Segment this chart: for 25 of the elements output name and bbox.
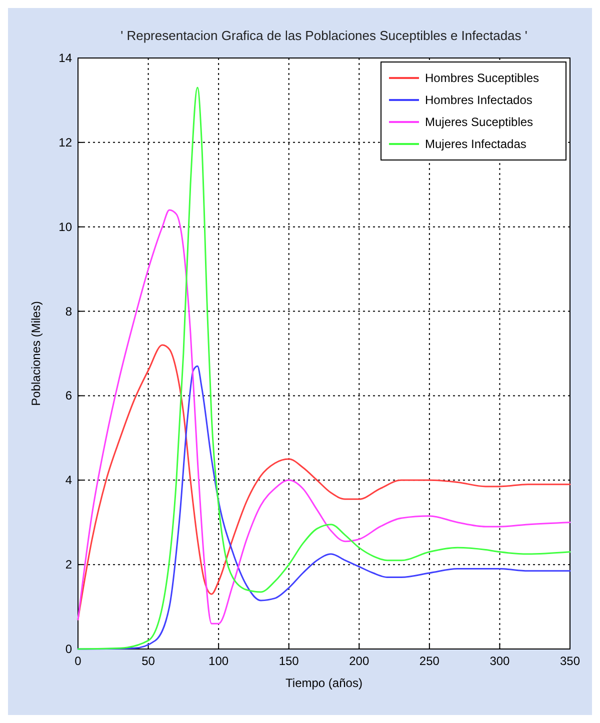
chart-title: ' Representacion Grafica de las Poblaciones Suceptibles e Infectadas ' — [120, 28, 528, 43]
line-series — [77, 86, 571, 650]
x-tick-label: 300 — [490, 654, 510, 668]
legend-label: Hombres Infectados — [425, 93, 532, 107]
legend-label: Mujeres Infectadas — [425, 137, 526, 151]
x-axis-title: Tiempo (años) — [286, 676, 362, 690]
y-tick-label: 10 — [58, 220, 72, 234]
y-tick-label: 8 — [65, 304, 72, 318]
legend-label: Mujeres Suceptibles — [425, 115, 534, 129]
y-tick-label: 6 — [65, 388, 72, 403]
x-tick-label: 150 — [278, 654, 300, 668]
y-axis-title: Poblaciones (Miles) — [29, 301, 43, 406]
x-tick-label: 250 — [419, 654, 440, 668]
y-tick-label: 0 — [65, 642, 72, 656]
y-tick-label: 12 — [58, 135, 72, 150]
x-tick-label: 0 — [74, 654, 82, 668]
line-series — [77, 209, 571, 624]
x-tick-label: 200 — [349, 654, 370, 668]
y-tick-label: 2 — [65, 558, 72, 572]
x-tick-label: 350 — [560, 654, 580, 668]
legend-label: Hombres Suceptibles — [425, 71, 540, 85]
x-tick-label: 50 — [142, 654, 156, 668]
y-tick-label: 14 — [58, 51, 72, 65]
y-tick-label: 4 — [65, 473, 72, 488]
x-tick-label: 100 — [208, 654, 229, 668]
